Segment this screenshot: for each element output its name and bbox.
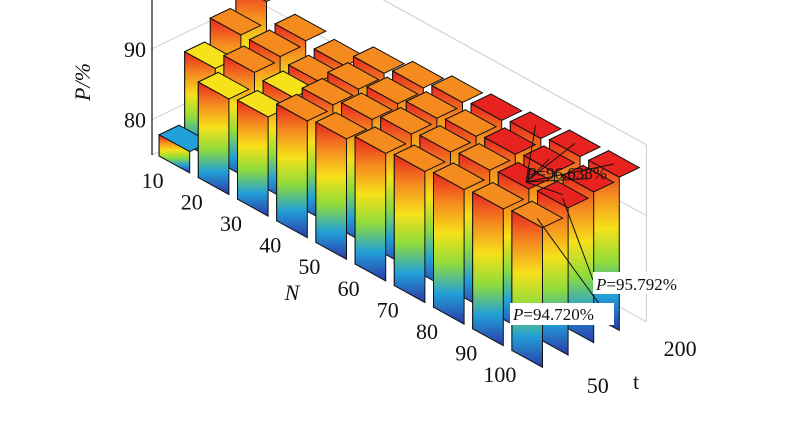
bar-face-top (326, 62, 380, 90)
bar-face-top (379, 107, 433, 135)
bar-face-top (222, 45, 276, 73)
bar-face-front (433, 171, 465, 325)
bar-face-top (197, 71, 250, 100)
y-tick-200: 200 (664, 336, 697, 361)
x-tick-70: 70 (377, 297, 399, 322)
bar-face-top (471, 182, 525, 210)
annotations: P=96.638%P=95.792%P=94.720% (510, 125, 697, 325)
bar-N50-t50 (314, 111, 368, 261)
bar-face-top (522, 145, 576, 173)
bar-face-top (301, 78, 354, 106)
x-tick-90: 90 (455, 341, 477, 366)
x-axis-label: N (284, 280, 301, 305)
annotation-p-mid: P=95.792% (595, 275, 677, 294)
bar-face-top (587, 150, 641, 178)
bar-face-top (275, 93, 329, 122)
x-tick-100: 100 (483, 362, 516, 387)
bar-N70-t50 (393, 144, 446, 304)
bar-face-top (418, 125, 472, 153)
bar-face-top (432, 162, 486, 191)
z-tick-90: 90 (124, 37, 146, 62)
annotation-leader-5 (525, 181, 563, 196)
annotation-leader-0 (525, 163, 615, 183)
bar-N30-t50 (236, 89, 290, 217)
bar-face-top (274, 13, 327, 42)
annotation-box-mid (593, 272, 697, 294)
bar-face-front (511, 209, 543, 369)
bar-face-top (483, 127, 537, 155)
x-tick-40: 40 (259, 233, 281, 258)
annotation-leader-3 (525, 158, 550, 183)
bar-face-top (444, 109, 498, 137)
x-tick-20: 20 (181, 189, 203, 214)
bar-N10-t50 (158, 124, 211, 174)
annotation-leader-mid (562, 198, 594, 281)
bar-face-front (197, 81, 230, 196)
z-axis-label: P/% (70, 63, 95, 102)
bar-N60-t50 (354, 126, 407, 282)
bar-face-top (470, 93, 523, 121)
bar-face-top (458, 143, 511, 171)
annotation-box-min (510, 303, 614, 325)
annotation-leader-1 (525, 178, 589, 183)
bar-N20-t50 (197, 71, 250, 196)
bar-face-top (405, 91, 458, 119)
bar-face-top (340, 92, 394, 121)
bar-face-front (472, 191, 504, 347)
bar-face-front (393, 153, 426, 304)
bar-face-top (262, 0, 271, 3)
bar-face-front (276, 103, 308, 239)
bar-face-top (391, 60, 445, 89)
x-tick-60: 60 (338, 276, 360, 301)
x-tick-80: 80 (416, 319, 438, 344)
bar-face-top (430, 75, 484, 103)
bar-face-top (536, 180, 590, 209)
bar-face-top (510, 200, 564, 229)
bar-face-top (248, 29, 302, 58)
bar-face-top (393, 144, 446, 173)
bar-face-top (209, 7, 262, 36)
bar-face-front (354, 135, 387, 282)
annotation-leader-4 (525, 125, 537, 183)
y-tick-50: 50 (587, 373, 609, 398)
annotation-leader-min (536, 218, 601, 306)
bar-face-top (497, 161, 550, 190)
x-tick-10: 10 (142, 168, 164, 193)
bar-face-top (354, 126, 407, 154)
bar-N80-t50 (432, 162, 486, 325)
bars (158, 0, 641, 369)
y-axis-label: t (633, 369, 639, 394)
bar-face-front (237, 99, 269, 217)
bar-N90-t50 (471, 181, 525, 347)
bar-face-front (315, 121, 347, 261)
bar-face-top (509, 111, 562, 140)
bar-face-top (352, 46, 406, 74)
annotation-p-min: P=94.720% (512, 305, 594, 324)
gridline-back-100 (382, 0, 647, 146)
bar-face-top (366, 76, 419, 105)
bar-face-top (314, 111, 368, 140)
bar-N40-t50 (275, 93, 329, 239)
annotation-leader-2 (525, 142, 576, 183)
x-tick-30: 30 (220, 211, 242, 236)
tick-labels: 809010010203040506070809010050200 (124, 37, 697, 398)
z-tick-80: 80 (124, 108, 146, 133)
x-tick-50: 50 (298, 254, 320, 279)
